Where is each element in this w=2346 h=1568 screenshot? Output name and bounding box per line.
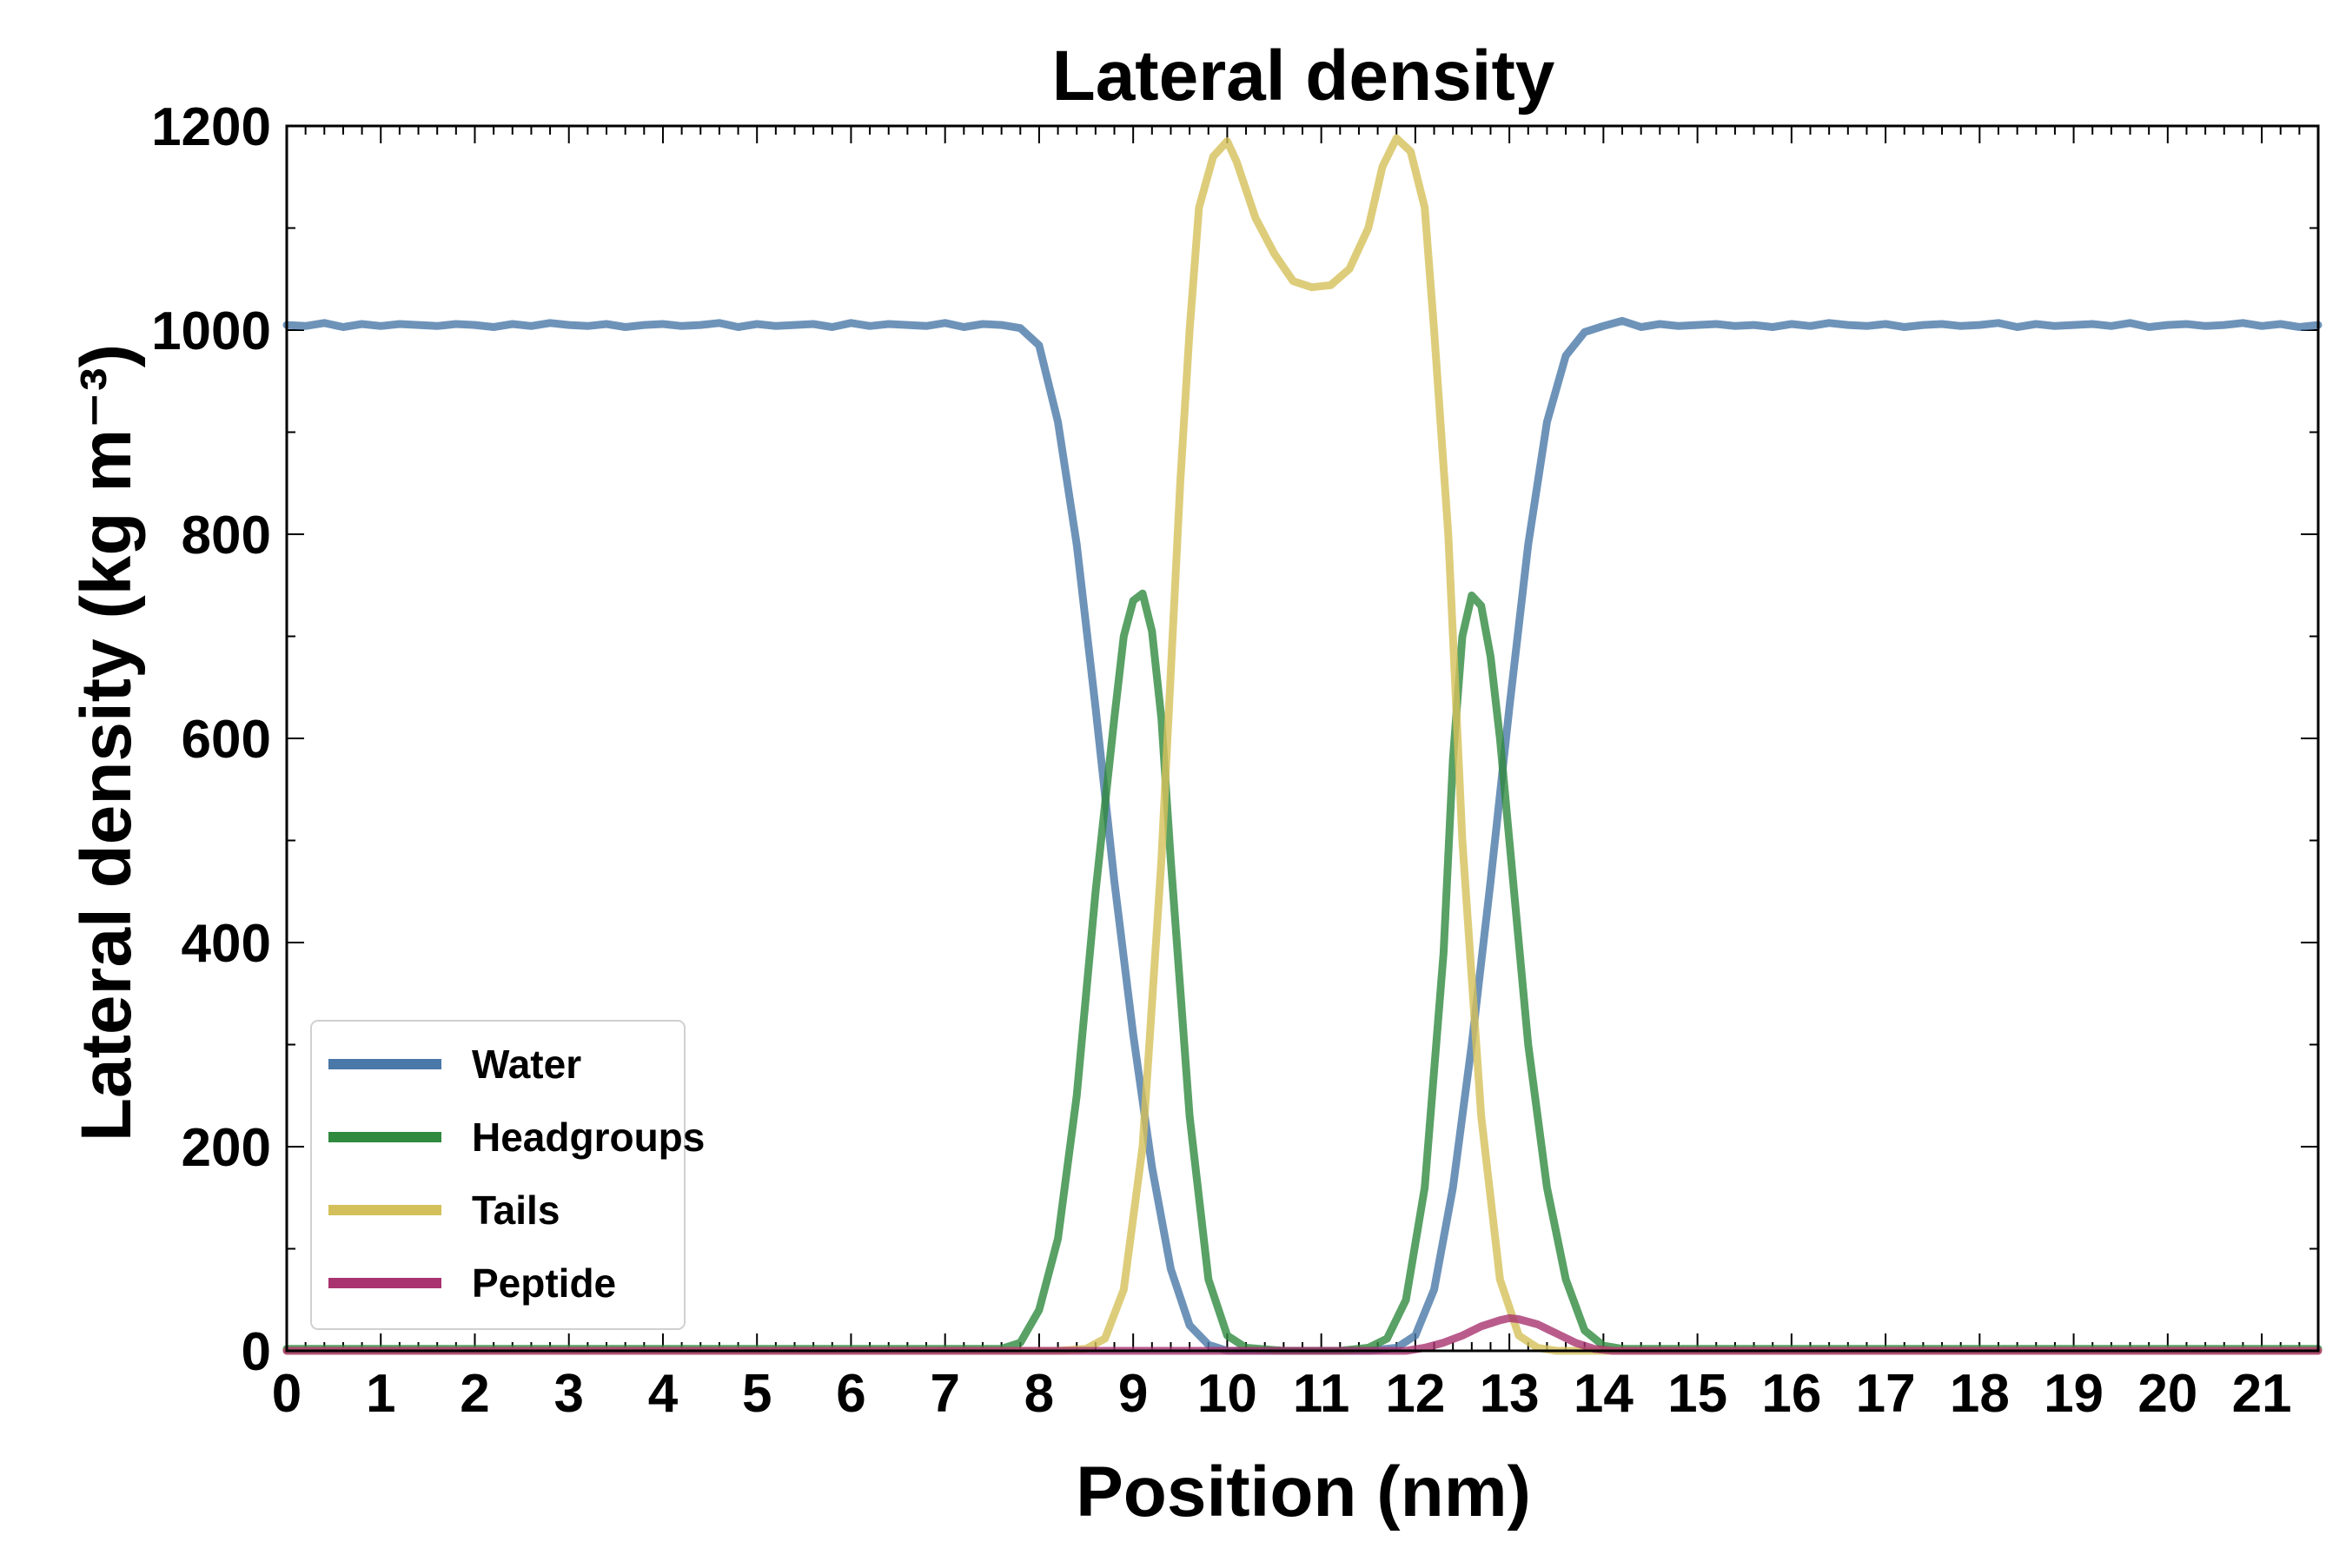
y-tick-label: 800 [182, 506, 271, 566]
y-axis-label: Lateral density (kg m⁻³) [67, 344, 146, 1141]
legend-label-tails: Tails [472, 1188, 560, 1233]
x-axis-label: Position (nm) [1076, 1452, 1531, 1532]
x-tick-label: 12 [1385, 1364, 1445, 1424]
x-tick-label: 8 [1024, 1364, 1054, 1424]
x-tick-label: 18 [1950, 1364, 2010, 1424]
legend-label-peptide: Peptide [472, 1260, 616, 1306]
x-tick-label: 2 [460, 1364, 489, 1424]
y-tick-label: 0 [242, 1322, 271, 1382]
x-tick-label: 16 [1761, 1364, 1821, 1424]
series-line-peptide [282, 1313, 2323, 1355]
x-tick-label: 9 [1118, 1364, 1148, 1424]
y-tick-label: 400 [182, 914, 271, 974]
chart-title: Lateral density [1052, 36, 1555, 116]
x-tick-label: 19 [2044, 1364, 2104, 1424]
x-tick-label: 4 [648, 1364, 679, 1424]
x-tick-label: 13 [1480, 1364, 1540, 1424]
x-tick-label: 20 [2137, 1364, 2197, 1424]
x-tick-label: 0 [272, 1364, 302, 1424]
y-tick-label: 1200 [151, 97, 271, 157]
y-tick-label: 1000 [151, 301, 271, 361]
x-tick-label: 1 [366, 1364, 395, 1424]
legend-label-water: Water [472, 1042, 581, 1087]
x-tick-label: 11 [1293, 1364, 1350, 1424]
legend-box [310, 1020, 686, 1330]
x-tick-label: 14 [1574, 1364, 1634, 1424]
y-tick-label: 600 [182, 710, 271, 770]
x-tick-label: 17 [1856, 1364, 1916, 1424]
x-tick-label: 21 [2232, 1364, 2292, 1424]
tick-labels: 0 1 2 3 4 5 6 7 8 9 10 11 12 13 14 15 16 17 18 19 20 21020040… [151, 97, 2291, 1424]
x-tick-label: 5 [742, 1364, 772, 1424]
x-tick-label: 10 [1197, 1364, 1257, 1424]
y-tick-label: 200 [182, 1118, 271, 1178]
series-line-tails [282, 134, 2323, 1355]
plot-frame [285, 124, 2320, 1353]
x-tick-label: 3 [553, 1364, 583, 1424]
x-tick-label: 6 [836, 1364, 865, 1424]
legend-label-headgroups: Headgroups [472, 1115, 705, 1160]
x-tick-label: 7 [930, 1364, 959, 1424]
legend: Water Headgroups Tails Peptide [310, 1020, 705, 1330]
x-tick-label: 15 [1667, 1364, 1727, 1424]
